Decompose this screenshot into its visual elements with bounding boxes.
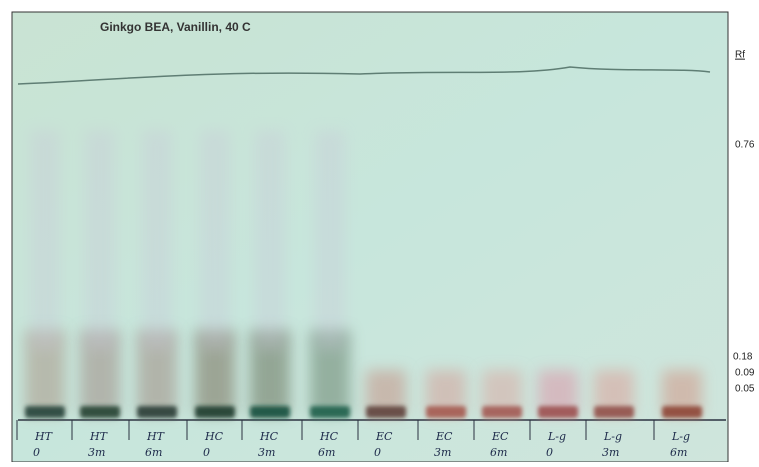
lane-sample: HT xyxy=(146,430,166,443)
lane-time: 3m xyxy=(88,446,105,459)
lane-sample: HC xyxy=(319,430,339,443)
lane-time: 6m xyxy=(145,446,162,459)
lane-streak xyxy=(30,130,60,350)
lane-time: 6m xyxy=(670,446,687,459)
lane-streak xyxy=(200,130,230,350)
lane-sample: HC xyxy=(259,430,279,443)
lane-time: 0 xyxy=(546,446,553,459)
rf-label: Rf xyxy=(735,50,745,61)
lane-band xyxy=(80,406,120,418)
lane-band xyxy=(310,406,350,418)
solvent-front xyxy=(17,66,711,85)
lane-sample: L-g xyxy=(603,430,622,443)
lane-time: 0 xyxy=(33,446,40,459)
lane-streak xyxy=(315,130,345,350)
lane-band xyxy=(594,406,634,418)
lane-sample: EC xyxy=(375,430,393,443)
lane-band xyxy=(137,406,177,418)
lane-time: 3m xyxy=(434,446,451,459)
rf-marker: 0.05 xyxy=(735,384,755,395)
lane-sample: HC xyxy=(204,430,224,443)
lane-time: 3m xyxy=(258,446,275,459)
lane-time: 0 xyxy=(374,446,381,459)
lane-sample: HT xyxy=(89,430,109,443)
lane-sample: L-g xyxy=(671,430,690,443)
lane-band xyxy=(426,406,466,418)
lane-band xyxy=(366,406,406,418)
lane-sample: HT xyxy=(34,430,54,443)
lane-sample: L-g xyxy=(547,430,566,443)
lane-band xyxy=(538,406,578,418)
lane-band xyxy=(195,406,235,418)
lane-time: 6m xyxy=(318,446,335,459)
lane-streak xyxy=(255,130,285,350)
lane-band xyxy=(662,406,702,418)
lane-streak xyxy=(85,130,115,350)
lane-band xyxy=(482,406,522,418)
lanes: HT 0 HT 3m HT 6m HC 0 HC 3m HC 6m EC 0 EC 3m EC 6m L-g 0 L-g… xyxy=(16,130,702,459)
rf-marker: 0.76 xyxy=(735,140,755,151)
lane-sample: EC xyxy=(435,430,453,443)
lane-band xyxy=(250,406,290,418)
lane-sample: EC xyxy=(491,430,509,443)
title: Ginkgo BEA, Vanillin, 40 C xyxy=(100,20,251,34)
lane-streak xyxy=(142,130,172,350)
lane-time: 0 xyxy=(203,446,210,459)
rf-marker: 0.09 xyxy=(735,368,755,379)
lane-band xyxy=(25,406,65,418)
lane-time: 6m xyxy=(490,446,507,459)
lane-time: 3m xyxy=(602,446,619,459)
rf-marker: 0.18 xyxy=(733,352,753,363)
